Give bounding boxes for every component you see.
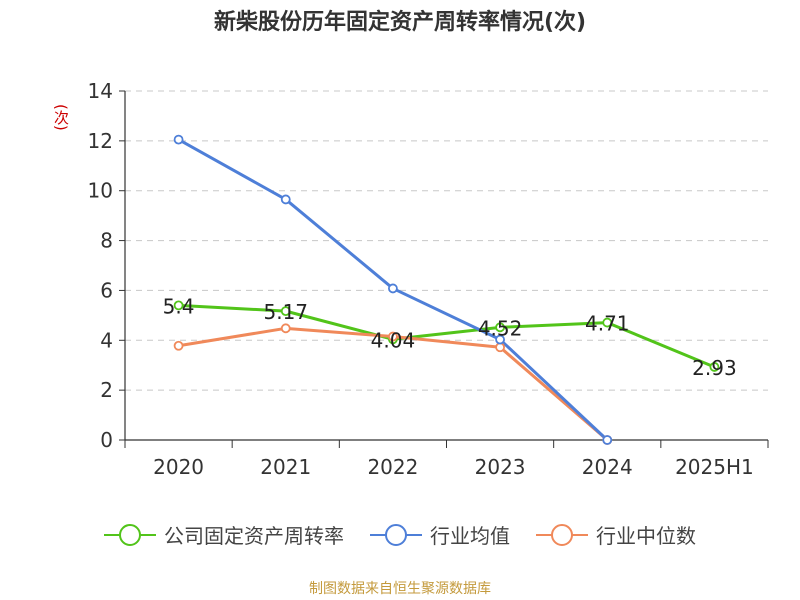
- data-label: 5.17: [263, 300, 308, 324]
- y-tick-label: 6: [100, 278, 113, 302]
- legend-label-industry-median: 行业中位数: [596, 524, 696, 548]
- data-point: [602, 435, 613, 445]
- y-axis-unit-label: (次): [52, 104, 70, 131]
- data-label: 4.52: [478, 316, 523, 340]
- legend-marker-industry-mean: [370, 523, 422, 546]
- x-tick-label: 2022: [367, 455, 418, 479]
- data-point: [495, 322, 505, 333]
- y-tick-label: 12: [88, 129, 113, 153]
- data-point: [388, 331, 398, 342]
- y-tick-label: 0: [100, 428, 113, 452]
- x-tick-label: 2020: [153, 455, 204, 479]
- y-tick-label: 4: [100, 328, 113, 352]
- data-source-note: 制图数据来自恒生聚源数据库: [309, 581, 491, 597]
- x-tick-label: 2024: [582, 455, 633, 479]
- data-point: [280, 323, 291, 334]
- data-point: [495, 334, 505, 345]
- series-line-0: [178, 303, 715, 369]
- legend: 公司固定资产周转率 行业均值 行业中位数: [0, 520, 800, 549]
- data-label: 2.93: [692, 356, 737, 380]
- legend-item-industry-mean[interactable]: 行业均值: [370, 520, 510, 549]
- legend-item-industry-median[interactable]: 行业中位数: [536, 520, 696, 549]
- y-tick-label: 10: [88, 179, 113, 203]
- data-point: [280, 194, 291, 205]
- data-label: 4.71: [585, 312, 630, 336]
- x-tick-label: 2021: [260, 455, 311, 479]
- x-tick-label: 2023: [475, 455, 526, 479]
- legend-marker-company: [104, 523, 156, 546]
- y-tick-label: 14: [88, 79, 113, 103]
- chart-title: 新柴股份历年固定资产周转率情况(次): [213, 10, 587, 35]
- data-point: [173, 300, 184, 311]
- data-label: 5.4: [163, 294, 195, 318]
- legend-label-industry-mean: 行业均值: [430, 524, 510, 548]
- legend-item-company[interactable]: 公司固定资产周转率: [104, 520, 344, 549]
- y-tick-label: 2: [100, 378, 113, 402]
- data-point: [280, 306, 291, 317]
- data-point: [709, 362, 720, 372]
- data-point: [495, 342, 505, 353]
- data-label: 4.04: [371, 328, 416, 352]
- y-tick-label: 8: [100, 229, 113, 253]
- legend-label-company: 公司固定资产周转率: [164, 524, 344, 548]
- data-point: [173, 340, 184, 351]
- data-point: [602, 317, 613, 328]
- data-point: [388, 283, 398, 294]
- legend-marker-industry-median: [536, 523, 588, 546]
- data-point: [173, 134, 184, 145]
- x-tick-label: 2025H1: [675, 455, 754, 479]
